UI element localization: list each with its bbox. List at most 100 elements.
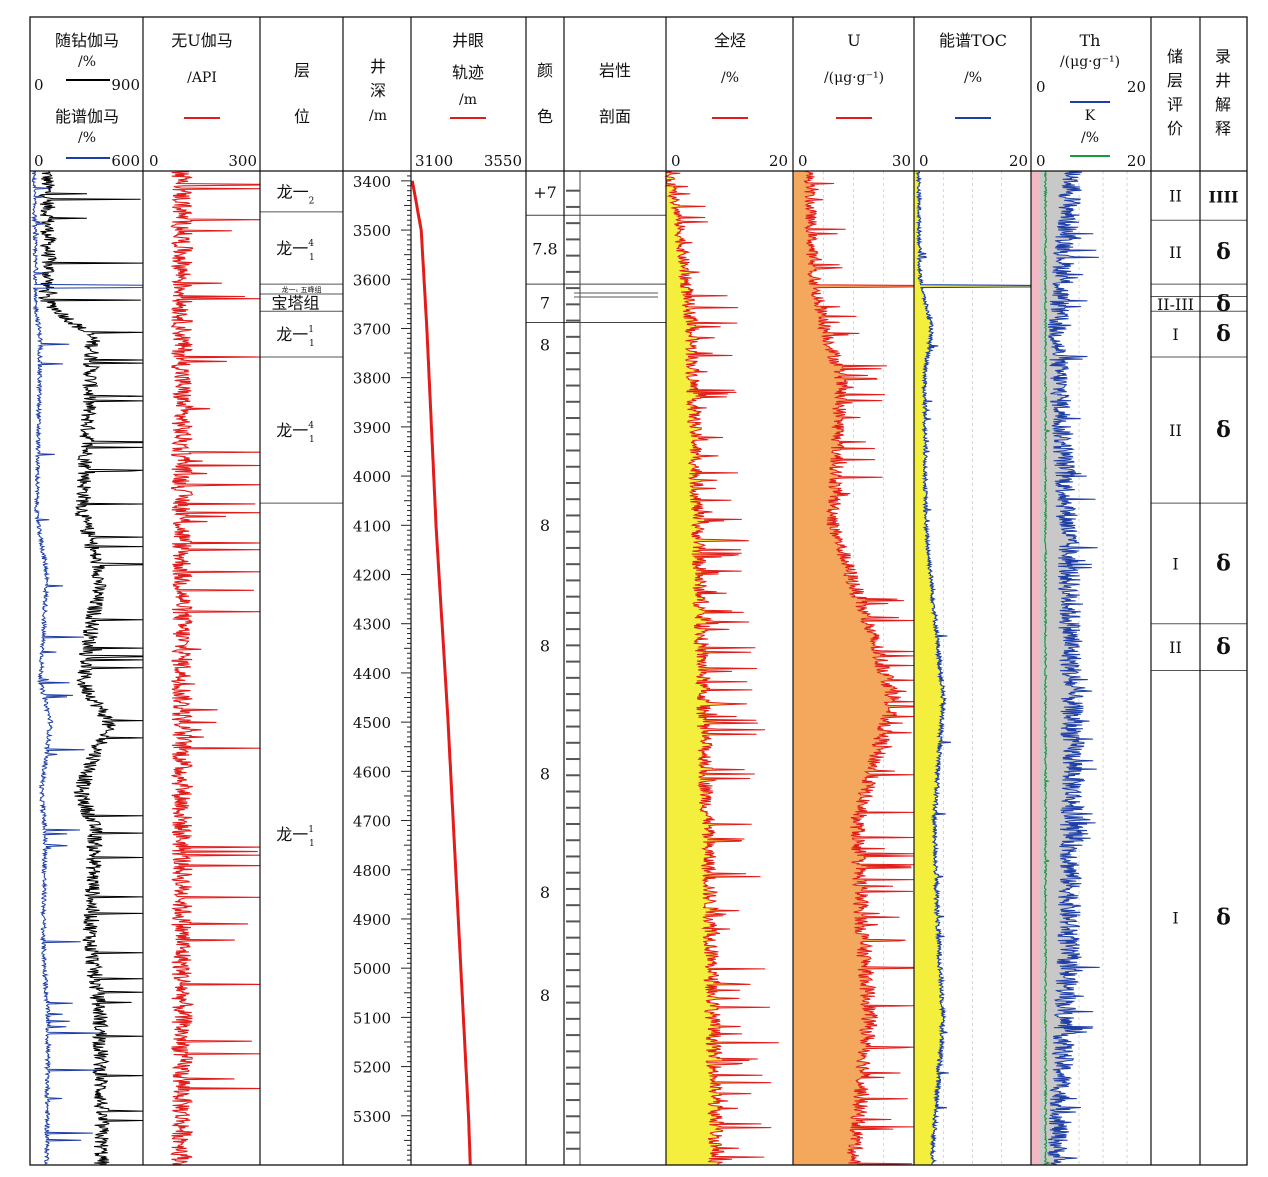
eval-grade: II [1169, 421, 1182, 440]
depth-tick-label: 5300 [353, 1108, 391, 1126]
depth-tick-label: 3700 [353, 320, 391, 338]
traj-min: 3100 [415, 152, 453, 170]
k-title: K [1085, 108, 1096, 124]
gr-mwd-max: 900 [111, 76, 140, 94]
layer-sub: 2 [309, 196, 315, 206]
toc-unit: /% [964, 70, 982, 86]
color-code: 8 [540, 765, 550, 784]
layer-name: 龙一1 1 [276, 325, 314, 349]
gas-max: 20 [769, 152, 788, 170]
u-unit: /(μg·g⁻¹) [824, 70, 884, 86]
color-code: 7.8 [532, 240, 557, 259]
interp-symbol: δ [1216, 239, 1231, 265]
traj-max: 3550 [484, 152, 522, 170]
gr-mwd-curve [38, 170, 144, 1166]
u-curve [803, 170, 916, 1165]
depth-tick-label: 4200 [353, 567, 391, 585]
interp-symbol: δ [1216, 550, 1231, 576]
depth-title2: 深 [370, 81, 386, 100]
depth-tick-label: 5100 [353, 1009, 391, 1027]
traj-unit: /m [459, 92, 477, 108]
cgr-max: 300 [228, 152, 257, 170]
sgr-min: 0 [34, 152, 44, 170]
interp-title3: 解 [1215, 95, 1231, 114]
depth-tick-label: 4400 [353, 665, 391, 683]
u-fill [793, 171, 914, 1165]
interp-title1: 录 [1215, 47, 1231, 66]
toc-title: 能谱TOC [939, 31, 1007, 50]
toc-fill [914, 171, 1031, 1165]
depth-tick-label: 3900 [353, 419, 391, 437]
eval-grade: II [1169, 638, 1182, 657]
layer-sub: 1 [309, 435, 315, 445]
toc-max: 20 [1009, 152, 1028, 170]
th-track-shade [1031, 171, 1040, 1165]
layer-sub: 1 [309, 339, 315, 349]
depth-tick-label: 5200 [353, 1059, 391, 1077]
gas-min: 0 [671, 152, 681, 170]
toc-curve [915, 170, 1032, 1165]
eval-grade: I [1172, 554, 1178, 573]
depth-tick-label: 3800 [353, 370, 391, 388]
th-min: 0 [1036, 78, 1046, 96]
layer-title: 层 [294, 61, 310, 80]
gr-mwd-unit: /% [78, 54, 96, 70]
eval-title1: 储 [1167, 47, 1183, 66]
depth-tick-label: 4000 [353, 468, 391, 486]
sgr-max: 600 [111, 152, 140, 170]
traj-title2: 轨迹 [452, 63, 484, 82]
cgr-curve [170, 170, 261, 1166]
gr-mwd-min: 0 [34, 76, 44, 94]
trajectory-curve [410, 180, 472, 1166]
sgr-unit: /% [78, 130, 96, 146]
depth-tick-label: 4500 [353, 714, 391, 732]
litho-title: 岩性 [599, 61, 631, 80]
interp-symbol: δ [1216, 291, 1231, 317]
layer-name: 龙一4 1 [276, 239, 314, 263]
depth-ticks: 3400 3500 3600 3700 3800 3900 4000 4100 4200 4300… [353, 173, 411, 1166]
layer-name: 龙一1 1 [276, 825, 314, 849]
traj-title: 井眼 [452, 31, 484, 50]
color-code: 8 [540, 883, 550, 902]
depth-tick-label: 3400 [353, 173, 391, 191]
depth-tick-label: 4700 [353, 813, 391, 831]
eval-title4: 价 [1167, 119, 1183, 138]
k-curve [1043, 170, 1052, 1166]
depth-tick-label: 4600 [353, 763, 391, 781]
layer-sup: 1 [308, 825, 314, 835]
gas-fill [666, 171, 779, 1165]
color-code: 8 [540, 986, 550, 1005]
depth-tick-label: 4100 [353, 517, 391, 535]
depth-tick-label: 4900 [353, 911, 391, 929]
frame-lines [29, 16, 1248, 1166]
interp-title4: 释 [1215, 119, 1231, 138]
gr-mwd-title: 随钻伽马 [55, 31, 119, 50]
color-title1: 颜 [537, 61, 553, 80]
color-title2: 色 [537, 107, 553, 126]
th-max: 20 [1127, 78, 1146, 96]
interp-symbol: δ [1216, 634, 1231, 660]
color-code: 8 [540, 516, 550, 535]
eval-grade: II-III [1157, 295, 1194, 314]
layer-name: 龙一₁ 五峰组 [281, 285, 321, 294]
sgr-title: 能谱伽马 [55, 107, 119, 126]
eval-title3: 评 [1167, 95, 1183, 114]
layer-sub: 1 [309, 839, 315, 849]
layer-sup: 4 [308, 239, 314, 249]
layer-sub: 1 [309, 253, 315, 263]
eval-grade: II [1169, 243, 1182, 262]
eval-title2: 层 [1167, 71, 1183, 90]
cgr-unit: /API [187, 70, 217, 86]
track-headers: 随钻伽马 /% 0 900 能谱伽马 /% 0 600 无U伽马 /API 0 … [34, 31, 1231, 170]
interp-symbol: δ [1216, 905, 1231, 931]
u-min: 0 [798, 152, 808, 170]
interp-symbol: δ [1216, 417, 1231, 443]
legend-swatches [66, 79, 1110, 159]
layer-name: 龙一2 [277, 182, 315, 206]
layer-name: 宝塔组 [271, 294, 319, 313]
th-title: Th [1080, 31, 1101, 50]
th-curve [1047, 170, 1100, 1165]
color-code: 7 [540, 293, 550, 312]
cgr-title: 无U伽马 [171, 31, 233, 50]
